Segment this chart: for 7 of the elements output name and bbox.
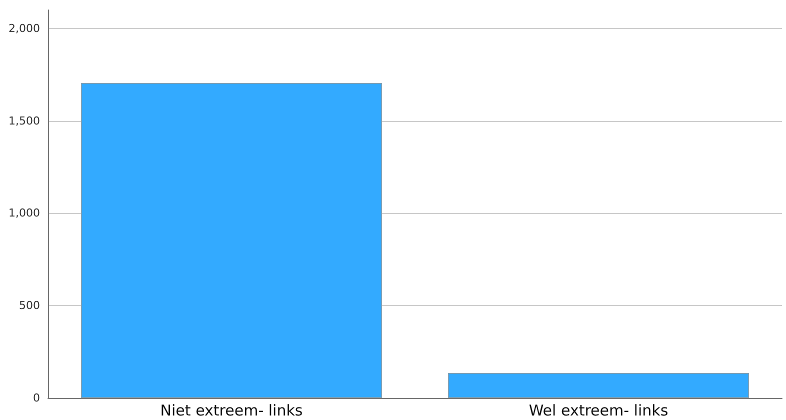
- x-tick-label: Niet extreem- links: [160, 402, 303, 420]
- y-tick-label: 1,000: [8, 206, 40, 220]
- y-tick-label: 500: [19, 299, 40, 312]
- x-tick-label: Wel extreem- links: [528, 402, 668, 420]
- y-tick-label: 0: [33, 392, 40, 404]
- y-tick-label: 1,500: [8, 114, 40, 128]
- y-tick-label: 2,000: [8, 22, 40, 35]
